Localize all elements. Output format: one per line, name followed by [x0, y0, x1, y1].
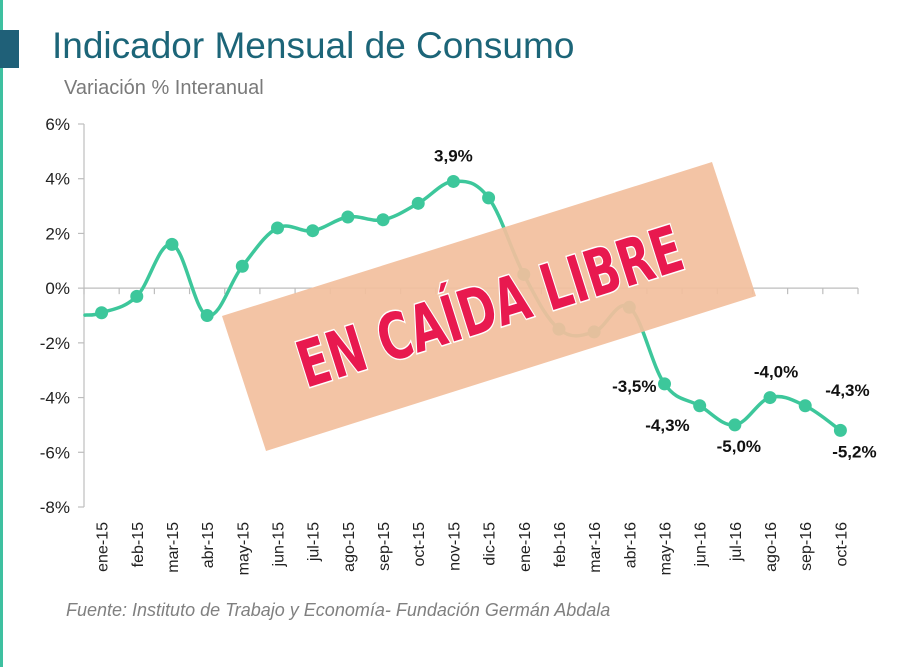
- data-point: [763, 391, 777, 405]
- data-label: -4,3%: [645, 416, 689, 435]
- y-tick-label: 6%: [45, 115, 70, 134]
- data-point: [306, 224, 320, 238]
- x-tick-label: nov-15: [446, 522, 463, 571]
- x-tick-label: feb-15: [130, 522, 147, 567]
- data-label: -3,5%: [612, 377, 656, 396]
- data-point: [728, 418, 742, 432]
- x-tick-label: sep-16: [798, 522, 815, 571]
- data-point: [130, 289, 144, 303]
- x-tick-label: ene-16: [517, 522, 534, 572]
- data-point: [200, 309, 214, 322]
- data-point: [798, 399, 812, 413]
- data-point: [341, 210, 355, 224]
- data-point: [165, 237, 179, 251]
- data-point: [658, 377, 671, 391]
- x-tick-label: jun-16: [693, 522, 710, 568]
- y-tick-label: -8%: [40, 498, 70, 517]
- data-point: [833, 423, 847, 437]
- data-label: -5,0%: [717, 437, 761, 456]
- stamp-overlay: EN CAÍDA LIBRE: [222, 162, 756, 451]
- source-note: Fuente: Instituto de Trabajo y Economía-…: [66, 600, 611, 620]
- x-tick-label: abr-15: [200, 522, 217, 568]
- data-label: -4,3%: [825, 381, 869, 400]
- x-tick-label: sep-15: [376, 522, 393, 571]
- x-tick-label: jul-16: [728, 522, 745, 562]
- chart-title: Indicador Mensual de Consumo: [52, 25, 575, 66]
- data-label: -4,0%: [754, 363, 798, 382]
- data-point: [693, 399, 707, 413]
- chart-subtitle: Variación % Interanual: [64, 77, 264, 99]
- x-tick-label: may-16: [658, 522, 675, 575]
- y-tick-label: 0%: [45, 279, 70, 298]
- y-tick-label: 2%: [45, 224, 70, 243]
- data-point: [235, 259, 249, 273]
- data-label: 3,9%: [434, 146, 473, 165]
- x-tick-label: feb-16: [552, 522, 569, 567]
- x-tick-label: jun-15: [271, 522, 288, 568]
- data-labels: 3,9% -3,5% -4,3% -5,0% -4,0% -4,3% -5,2%: [434, 146, 877, 461]
- x-tick-label: ene-15: [95, 522, 112, 572]
- data-point: [376, 213, 390, 227]
- data-point: [95, 306, 109, 320]
- x-tick-label: dic-15: [482, 522, 499, 566]
- left-accent-rule: [0, 0, 3, 667]
- x-tick-label: oct-16: [833, 522, 850, 567]
- x-tick-label: mar-16: [587, 522, 604, 573]
- x-tick-label: ago-16: [763, 522, 780, 572]
- y-tick-label: -4%: [40, 389, 70, 408]
- stamp-band: [222, 162, 756, 451]
- x-tick-label: jul-15: [306, 522, 323, 562]
- y-tick-label: -6%: [40, 443, 70, 462]
- title-accent-block: [0, 30, 19, 68]
- x-tick-label: abr-16: [622, 522, 639, 568]
- data-point: [482, 191, 496, 205]
- data-label: -5,2%: [832, 442, 876, 461]
- data-point: [446, 174, 460, 188]
- data-point: [411, 196, 425, 210]
- axis-ticks: 6% 4% 2% 0% -2% -4% -6% -8% ene-15 feb-15 mar-15 ab…: [40, 115, 859, 575]
- data-point: [271, 221, 284, 235]
- y-tick-label: 4%: [45, 170, 70, 189]
- x-tick-label: oct-15: [411, 522, 428, 567]
- x-tick-label: mar-15: [165, 522, 182, 573]
- consumption-series: [83, 174, 847, 437]
- x-tick-label: may-15: [235, 522, 252, 575]
- x-tick-label: ago-15: [341, 522, 358, 572]
- y-tick-label: -2%: [40, 334, 70, 353]
